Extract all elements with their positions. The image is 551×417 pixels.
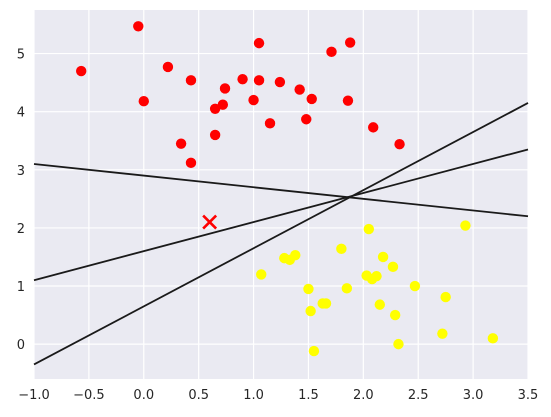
- point-series1-19: [393, 338, 404, 350]
- x-tick-label: 1.5: [298, 388, 319, 403]
- point-series0-23: [368, 122, 379, 133]
- point-series1-3: [290, 250, 301, 261]
- point-series0-14: [253, 75, 265, 86]
- plot-background: [34, 10, 528, 379]
- y-tick-label: 2: [17, 222, 25, 237]
- point-series1-16: [377, 251, 389, 263]
- point-series0-16: [274, 76, 286, 88]
- point-series1-12: [363, 223, 375, 235]
- point-series0-15: [264, 118, 276, 129]
- point-series0-24: [394, 139, 405, 150]
- point-series0-9: [217, 99, 229, 110]
- point-series1-24: [487, 333, 499, 344]
- separating-line-0: [33, 102, 529, 366]
- point-series1-10: [341, 283, 353, 294]
- x-tick-label: 2.5: [408, 388, 429, 403]
- point-series0-1: [133, 21, 144, 32]
- x-tick-label: 2.0: [353, 388, 374, 403]
- point-series0-3: [162, 61, 174, 73]
- point-series1-15: [374, 299, 385, 310]
- point-series1-22: [440, 291, 451, 303]
- point-series0-19: [306, 93, 317, 105]
- point-series0-8: [209, 129, 221, 141]
- point-series0-10: [219, 83, 231, 94]
- point-series1-5: [305, 305, 316, 317]
- point-series0-2: [138, 96, 149, 107]
- y-tick-label: 1: [17, 280, 25, 295]
- x-tick-label: 3.0: [463, 388, 484, 403]
- x-tick-labels: −1.0 −0.5 0.0 0.5 1.0 1.5 2.0 2.5 3.0 3.5: [18, 388, 538, 403]
- point-series1-9: [336, 243, 347, 255]
- x-tick-label: 0.0: [133, 388, 154, 403]
- point-series0-22: [344, 37, 356, 48]
- x-tick-label: 3.5: [518, 388, 539, 403]
- point-series1-17: [387, 261, 399, 273]
- new-point-marker: [202, 214, 218, 230]
- y-tick-label: 5: [17, 48, 25, 63]
- point-series0-5: [185, 75, 197, 86]
- separating-line-2: [33, 163, 529, 218]
- x-tick-label: −1.0: [18, 388, 50, 403]
- point-series0-4: [175, 138, 187, 149]
- point-series1-8: [320, 298, 332, 309]
- point-series0-6: [185, 157, 197, 169]
- data-points: [76, 21, 499, 357]
- grid-lines: [33, 10, 529, 379]
- y-tick-label: 0: [17, 338, 25, 353]
- point-series1-21: [437, 328, 448, 339]
- separating-line-1: [33, 148, 529, 282]
- point-series0-11: [237, 73, 248, 85]
- point-series0-20: [326, 46, 337, 58]
- point-series0-12: [248, 94, 259, 106]
- x-tick-label: 1.0: [243, 388, 264, 403]
- y-tick-labels: 0 1 2 3 4 5: [17, 48, 25, 354]
- point-series0-0: [76, 65, 87, 77]
- separating-lines: [33, 102, 529, 366]
- x-tick-label: 0.5: [188, 388, 209, 403]
- point-series1-23: [460, 220, 471, 231]
- point-series0-13: [253, 37, 265, 49]
- point-series0-18: [301, 114, 312, 125]
- point-series1-6: [308, 345, 320, 357]
- point-series1-4: [303, 283, 314, 295]
- point-series1-20: [409, 280, 421, 292]
- x-tick-label: −0.5: [73, 388, 105, 403]
- point-series1-18: [389, 309, 401, 321]
- y-tick-label: 4: [17, 106, 25, 121]
- new-point-x-stroke-b: [202, 214, 218, 230]
- point-series0-21: [342, 95, 354, 106]
- point-series0-17: [294, 84, 305, 95]
- point-series1-0: [256, 269, 267, 280]
- point-series1-14: [371, 270, 382, 282]
- y-tick-label: 3: [17, 164, 25, 179]
- point-series0-7: [209, 103, 221, 114]
